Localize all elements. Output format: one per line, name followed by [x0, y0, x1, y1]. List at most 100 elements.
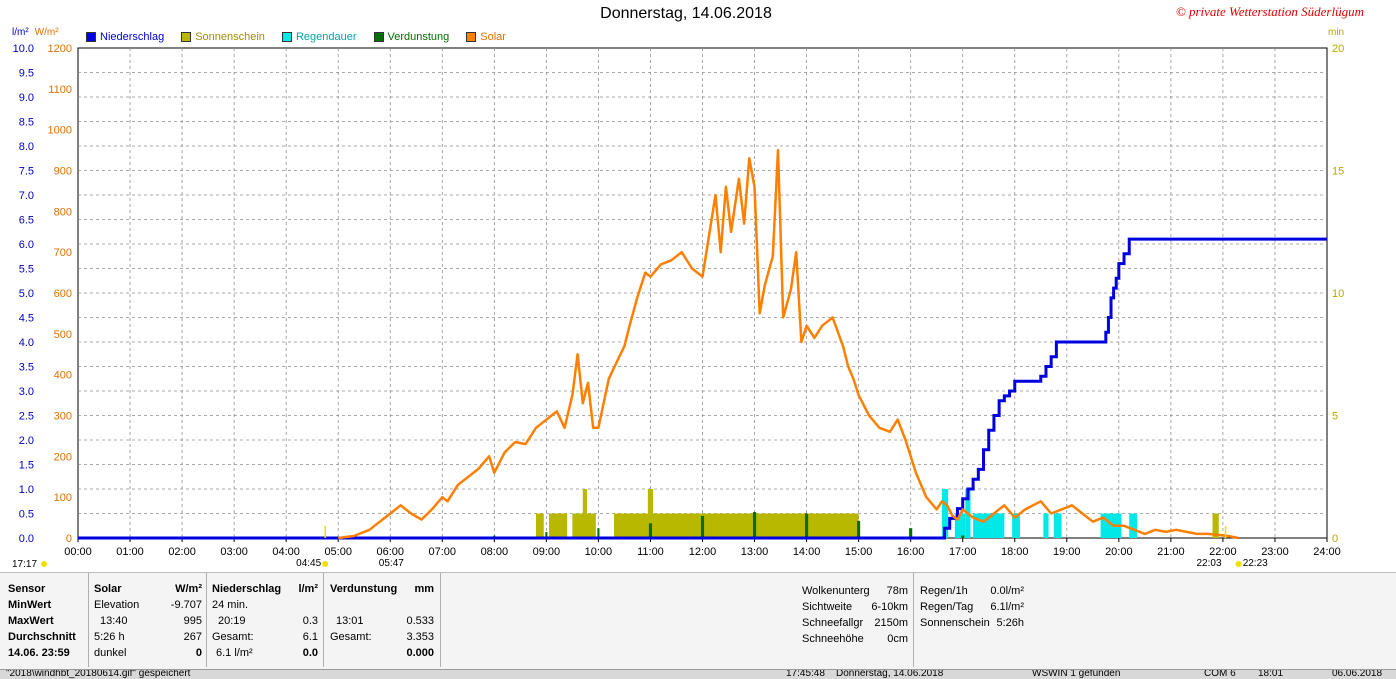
- bar-sonnenschein: [582, 489, 587, 538]
- status-device: WSWIN 1 gefunden: [1032, 669, 1121, 679]
- y-precip-tick-label: 1.0: [19, 484, 34, 496]
- bar-regendauer: [1129, 513, 1138, 538]
- y-solar-tick-label: 800: [54, 206, 72, 218]
- rain-cell: 5:26h: [996, 617, 1024, 629]
- y-right-tick-label: 10: [1332, 288, 1344, 300]
- bar-regendauer: [1043, 513, 1049, 538]
- evap-cell: Gesamt:: [330, 631, 372, 643]
- x-tick-label: 08:00: [481, 546, 509, 558]
- stats-divider: [323, 573, 324, 667]
- x-tick-label: 15:00: [845, 546, 873, 558]
- y-precip-tick-label: 6.5: [19, 215, 34, 227]
- y-precip-tick-label: 1.5: [19, 460, 34, 472]
- y-solar-tick-label: 0: [66, 533, 72, 545]
- evap-cell: 0.533: [406, 615, 434, 627]
- legend-item: Verdunstung: [373, 31, 450, 43]
- y-solar-tick-label: 1100: [48, 84, 72, 96]
- bar-verdunstung: [648, 523, 653, 538]
- y-solar-tick-label: 1200: [48, 43, 72, 55]
- stats-min-label: MinWert: [8, 599, 52, 611]
- y-precip-tick-label: 4.0: [19, 337, 34, 349]
- legend-item: Regendauer: [281, 31, 357, 43]
- legend-label: Solar: [480, 31, 506, 43]
- status-date: Donnerstag, 14.06.2018: [836, 669, 944, 679]
- x-tick-label: 20:00: [1105, 546, 1133, 558]
- y-solar-tick-label: 900: [54, 166, 72, 178]
- line-solar: [338, 148, 1239, 540]
- y-precip-tick-label: 0.0: [19, 533, 34, 545]
- weather-cell: 6-10km: [871, 601, 908, 613]
- bar-verdunstung: [805, 513, 809, 538]
- y-solar-tick-label: 1000: [48, 125, 72, 137]
- y-right-tick-label: 0: [1332, 533, 1338, 545]
- sun-icon: [41, 561, 47, 567]
- x-tick-label: 06:00: [376, 546, 404, 558]
- y-precip-tick-label: 2.0: [19, 435, 34, 447]
- solar-unit-label: W/m²: [34, 27, 59, 38]
- y-precip-tick-label: 9.0: [19, 92, 34, 104]
- solar-header: Solar: [94, 583, 122, 595]
- chart-legend: Niederschlag Sonnenschein Regendauer Verdun…: [86, 31, 523, 45]
- y-precip-tick-label: 0.5: [19, 509, 34, 521]
- stats-datetime-label: 14.06. 23:59: [8, 647, 70, 659]
- legend-label: Verdunstung: [387, 31, 450, 43]
- precip-unit-label: l/m²: [12, 27, 29, 38]
- precip-unit: l/m²: [298, 583, 318, 595]
- legend-swatch: [86, 32, 96, 42]
- bar-verdunstung: [700, 515, 705, 538]
- bar-regendauer: [1053, 513, 1062, 538]
- y-right-tick-label: 15: [1332, 166, 1344, 178]
- bar-verdunstung: [597, 528, 600, 538]
- stats-sensor-label: Sensor: [8, 583, 46, 595]
- solar-unit: W/m²: [175, 583, 202, 595]
- bar-regendauer: [941, 489, 949, 538]
- x-tick-label: 21:00: [1157, 546, 1185, 558]
- x-tick-label: 16:00: [897, 546, 925, 558]
- precip-cell: 0.3: [302, 615, 318, 627]
- x-tick-label: 05:00: [324, 546, 352, 558]
- bar-verdunstung: [752, 512, 757, 538]
- bar-sonnenschein: [1212, 513, 1219, 538]
- y-precip-tick-label: 8.5: [19, 117, 34, 129]
- rain-cell: 0.0l/m²: [990, 585, 1024, 597]
- x-tick-label: 02:00: [168, 546, 196, 558]
- stats-col-evap: Verdunstung mm 13:01 0.533 Gesamt: 3.353 0.…: [330, 581, 434, 661]
- copyright-label: © private Wetterstation Süderlügum: [1175, 4, 1364, 19]
- x-tick-label: 17:00: [949, 546, 977, 558]
- rain-cell: Regen/Tag: [920, 601, 974, 613]
- rain-cell: 6.1l/m²: [990, 601, 1024, 613]
- x-tick-label: 07:00: [429, 546, 457, 558]
- y-precip-tick-label: 7.0: [19, 190, 34, 202]
- y-precip-tick-label: 5.0: [19, 288, 34, 300]
- precip-cell: 0.0: [302, 647, 318, 659]
- x-tick-label: 18:00: [1001, 546, 1029, 558]
- weather-cell: 0cm: [887, 633, 908, 645]
- x-tick-label: 03:00: [220, 546, 248, 558]
- y-precip-tick-label: 8.0: [19, 141, 34, 153]
- legend-item: Niederschlag: [86, 31, 164, 43]
- precip-header: Niederschlag: [212, 583, 282, 595]
- stats-divider: [913, 573, 914, 667]
- line-niederschlag: [78, 237, 1327, 540]
- y-precip-tick-label: 10.0: [13, 43, 34, 55]
- legend-swatch: [373, 32, 384, 42]
- precip-cell: 6.1: [302, 631, 318, 643]
- status-port: COM 6: [1204, 669, 1236, 679]
- weather-cell: Schneehöhe: [802, 633, 864, 645]
- y-precip-tick-label: 6.0: [19, 239, 34, 251]
- stats-col-solar: Solar W/m² Elevation -9.707 13:40 995 5:26 …: [94, 581, 202, 661]
- stats-max-label: MaxWert: [8, 615, 54, 627]
- sun-marker-label: 17:17: [12, 559, 37, 570]
- evap-header: Verdunstung: [330, 583, 398, 595]
- stats-col-labels: Sensor MinWert MaxWert Durchschnitt 14.0…: [8, 581, 90, 661]
- solar-cell: Elevation: [94, 599, 140, 611]
- solar-cell: 13:40: [100, 615, 128, 627]
- y-precip-tick-label: 3.0: [19, 386, 34, 398]
- solar-cell: 995: [183, 615, 202, 627]
- bar-regendauer: [954, 513, 966, 538]
- precip-cell: 20:19: [218, 615, 246, 627]
- x-tick-label: 09:00: [533, 546, 561, 558]
- bar-sonnenschein: [548, 513, 568, 538]
- weather-chart: 00:00 01:00 02:00 03:00 04:00 05:00 06:00 07:00…: [12, 43, 1344, 570]
- rain-cell: Sonnenschein: [920, 617, 990, 629]
